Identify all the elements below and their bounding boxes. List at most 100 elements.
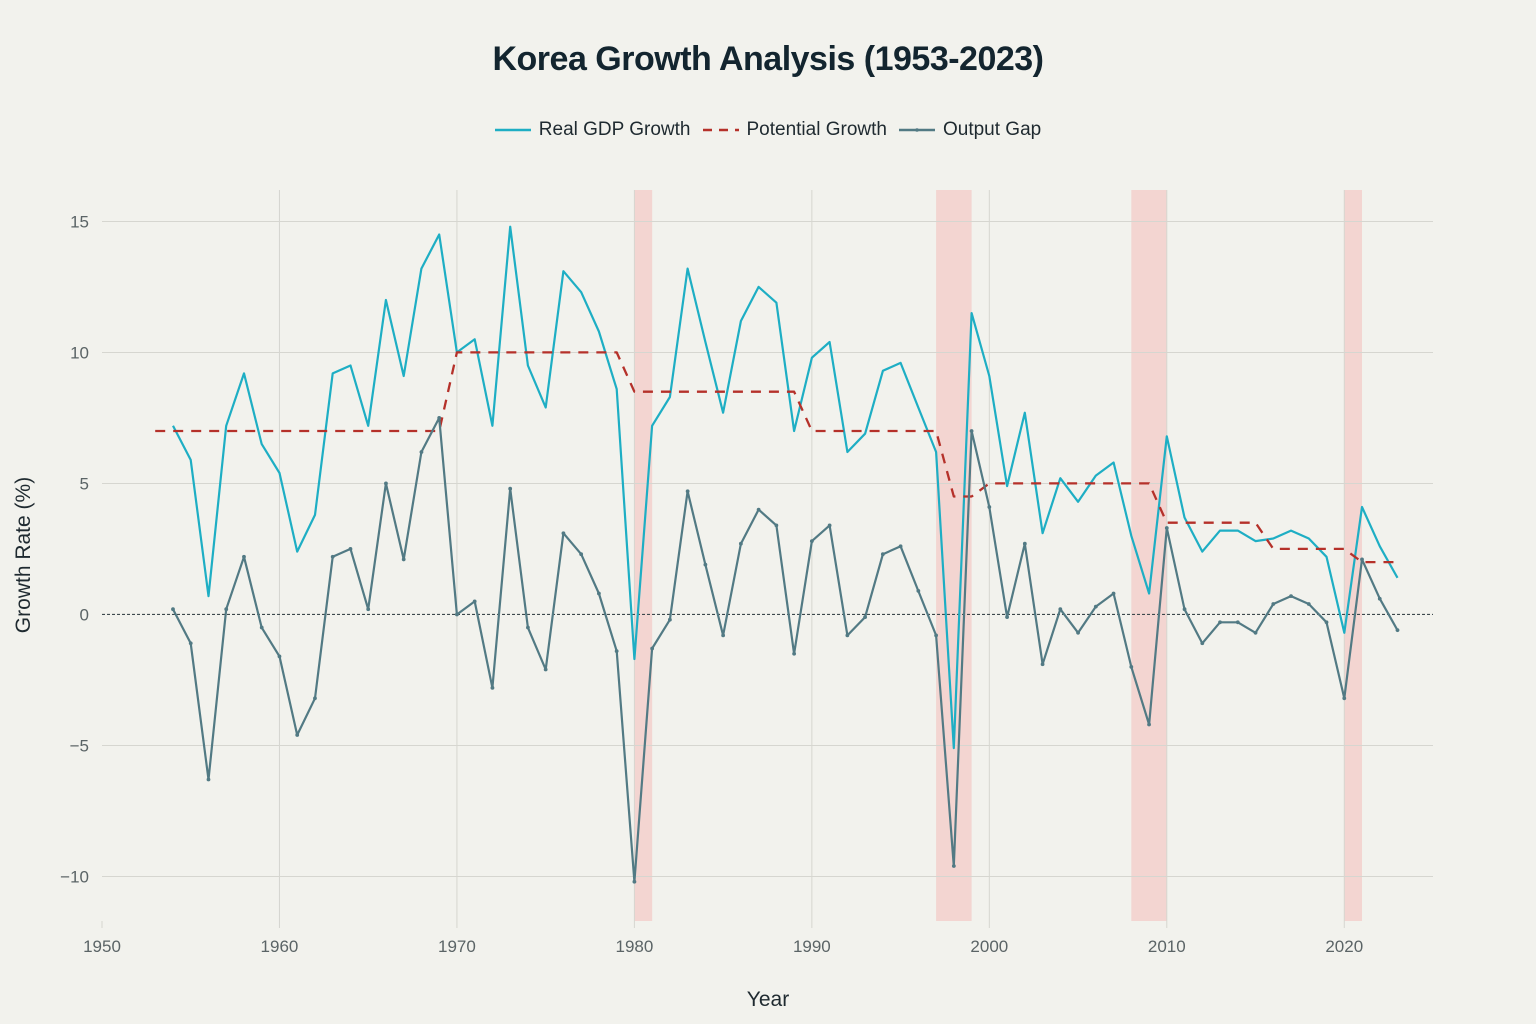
legend-label: Potential Growth (746, 119, 887, 140)
data-point (827, 523, 832, 528)
data-point (526, 625, 530, 630)
series-lines (155, 225, 1400, 884)
data-point (1235, 620, 1240, 625)
legend-item-output-gap[interactable]: Output Gap (898, 119, 1042, 141)
data-point (1076, 630, 1080, 635)
data-point (437, 416, 442, 420)
legend-item-real-gdp[interactable]: Real GDP Growth (494, 119, 691, 141)
data-point (455, 612, 459, 617)
data-point (259, 625, 264, 630)
y-tick-label: −5 (70, 736, 89, 755)
series-line-potential-growth (155, 351, 1398, 564)
legend-swatch-marker-line-icon (898, 128, 935, 132)
data-point (597, 591, 601, 596)
axes: −10 −5 0 5 10 15 1950 1960 1970 1980 1990 2000 2010 2… (60, 212, 1363, 956)
data-point (401, 557, 406, 562)
y-tick-label: −10 (60, 867, 89, 886)
data-point (1129, 664, 1134, 669)
data-point (419, 450, 424, 454)
data-point (1271, 602, 1276, 606)
data-point (650, 646, 655, 651)
data-point (667, 617, 672, 622)
data-point (295, 733, 300, 737)
data-point (632, 879, 637, 884)
data-point (1377, 596, 1382, 601)
legend: Real GDP Growth Potential Growth Output … (0, 119, 1536, 141)
data-point (348, 547, 353, 551)
x-axis-title: Year (747, 988, 789, 1011)
data-point (579, 552, 584, 557)
y-tick-label: 0 (80, 605, 89, 624)
data-point (206, 777, 211, 782)
data-point (969, 429, 974, 433)
data-point (330, 554, 335, 559)
y-tick-label: 5 (80, 474, 89, 493)
legend-swatch-solid-line-icon (494, 128, 531, 132)
data-point (1093, 604, 1098, 609)
data-point (614, 649, 619, 654)
data-point (845, 633, 850, 638)
data-point (774, 523, 779, 528)
data-point (1200, 641, 1205, 646)
data-point (508, 486, 513, 491)
x-tick-label: 1990 (793, 937, 831, 956)
data-point (1058, 607, 1063, 612)
data-point (1164, 526, 1169, 530)
data-point (1218, 620, 1222, 625)
x-tick-label: 2000 (970, 937, 1008, 956)
legend-swatch-dashed-line-icon (702, 128, 739, 132)
data-point (1005, 615, 1009, 619)
data-point (1182, 607, 1187, 612)
data-point (242, 554, 246, 559)
data-point (1306, 602, 1311, 606)
data-point (1040, 662, 1045, 667)
data-point (472, 599, 477, 604)
legend-item-potential[interactable]: Potential Growth (702, 119, 887, 141)
x-tick-label: 2010 (1148, 937, 1186, 956)
data-point (1324, 620, 1329, 625)
data-point (1147, 722, 1151, 727)
data-point (738, 541, 743, 546)
data-point (1289, 594, 1293, 599)
x-tick-label: 1950 (83, 937, 121, 956)
data-point (188, 641, 193, 646)
data-point (703, 562, 708, 567)
y-tick-label: 10 (70, 343, 89, 362)
data-point (792, 651, 797, 656)
data-point (1253, 630, 1258, 635)
data-point (277, 654, 282, 659)
data-point (543, 667, 548, 672)
chart-title: Korea Growth Analysis (1953-2023) (492, 40, 1044, 78)
series-line-real-gdp-growth (172, 225, 1399, 750)
y-axis-title: Growth Rate (%) (12, 477, 35, 633)
data-point (1360, 557, 1364, 562)
series-line-output-gap (172, 416, 1399, 883)
data-point (951, 864, 956, 868)
data-point (1342, 696, 1347, 701)
data-point (916, 588, 921, 593)
data-point (1395, 628, 1400, 633)
data-point (171, 607, 175, 612)
data-point (934, 633, 938, 638)
data-point (880, 552, 885, 557)
data-point (756, 507, 761, 512)
legend-label: Output Gap (942, 119, 1042, 140)
data-point (863, 615, 868, 619)
data-point (384, 481, 388, 486)
data-point (224, 607, 229, 612)
data-point (721, 633, 726, 638)
gridlines (101, 190, 1433, 928)
legend-label: Real GDP Growth (538, 119, 691, 140)
x-tick-label: 2020 (1325, 937, 1363, 956)
data-point (1022, 541, 1027, 546)
data-point (366, 607, 371, 612)
data-point (1111, 591, 1116, 596)
data-point (685, 489, 690, 494)
data-point (898, 544, 903, 549)
x-tick-label: 1980 (615, 937, 653, 956)
data-point (490, 685, 495, 690)
data-point (561, 531, 566, 536)
data-point (809, 539, 814, 543)
y-tick-label: 15 (70, 212, 89, 231)
